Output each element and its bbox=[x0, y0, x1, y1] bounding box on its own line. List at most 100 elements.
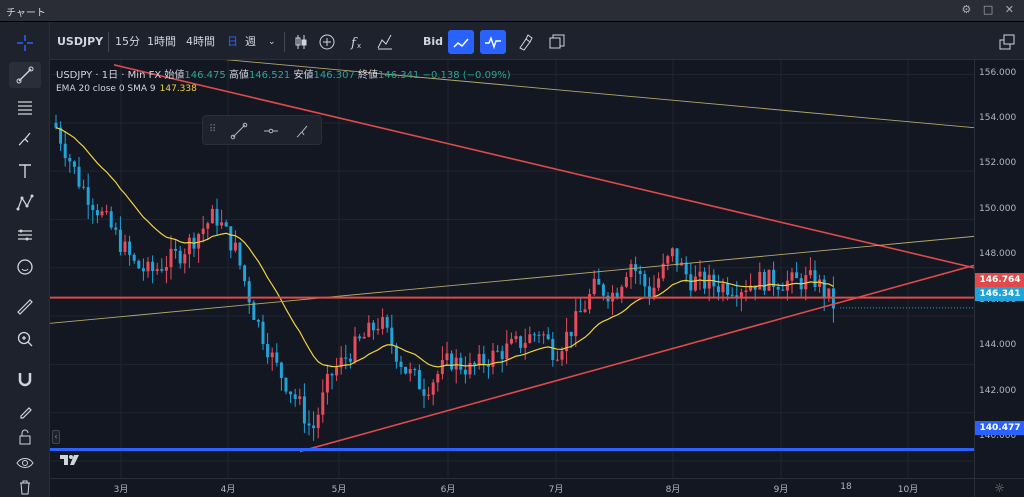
multi-window-icon[interactable] bbox=[994, 30, 1020, 54]
candle-body bbox=[532, 334, 536, 336]
time-scale[interactable]: 3月 4月 5月 6月 7月 8月 9月 18 10月 bbox=[50, 478, 974, 497]
legend-close: 146.341 bbox=[378, 70, 420, 81]
lock-draw-icon[interactable] bbox=[9, 398, 41, 424]
svg-text:x: x bbox=[357, 42, 361, 50]
line-tool-icon[interactable] bbox=[227, 120, 251, 142]
brush-tool-icon[interactable] bbox=[291, 120, 315, 142]
horizontal-ray-icon[interactable] bbox=[259, 120, 283, 142]
candle-body bbox=[316, 414, 320, 429]
candle-body bbox=[436, 373, 440, 383]
interval-1d[interactable]: 日 bbox=[227, 35, 238, 48]
layout-icon[interactable] bbox=[544, 30, 570, 54]
candle-body bbox=[224, 222, 228, 227]
templates-icon[interactable] bbox=[372, 30, 398, 54]
ruler-icon[interactable] bbox=[9, 294, 41, 320]
interval-1h[interactable]: 1時間 bbox=[147, 35, 176, 48]
candle-body bbox=[201, 228, 205, 235]
trend-chart-icon[interactable] bbox=[448, 30, 474, 54]
candle-body bbox=[82, 186, 86, 188]
crosshair-icon[interactable] bbox=[9, 30, 41, 56]
price-tick: 150.000 bbox=[979, 204, 1017, 214]
text-icon[interactable] bbox=[9, 158, 41, 184]
interval-15m[interactable]: 15分 bbox=[115, 35, 140, 48]
chart-canvas[interactable] bbox=[50, 60, 974, 478]
emoji-icon[interactable] bbox=[9, 254, 41, 280]
candle-body bbox=[477, 353, 481, 365]
candle-body bbox=[155, 269, 159, 272]
candle-body bbox=[362, 336, 366, 339]
candle-body bbox=[54, 122, 58, 128]
candle-body bbox=[537, 334, 541, 336]
candle-body bbox=[141, 268, 145, 272]
candle-body bbox=[298, 396, 302, 399]
scale-settings-icon[interactable]: ☼ bbox=[974, 478, 1024, 497]
candle-body bbox=[758, 271, 762, 290]
drag-handle-icon[interactable]: ⠿ bbox=[209, 124, 217, 135]
time-tick: 5月 bbox=[331, 485, 347, 495]
interval-1w[interactable]: 週 bbox=[245, 35, 256, 48]
ema-legend[interactable]: EMA 20 close 0 SMA 9 147.338 bbox=[56, 84, 197, 94]
forecast-icon[interactable] bbox=[9, 222, 41, 248]
magnet-icon[interactable] bbox=[9, 366, 41, 392]
eye-icon[interactable] bbox=[9, 450, 41, 476]
candle-body bbox=[417, 370, 421, 390]
candle-body bbox=[132, 254, 136, 261]
candle-body bbox=[348, 358, 352, 362]
candle-body bbox=[762, 271, 766, 291]
candle-body bbox=[431, 382, 435, 395]
candle-body bbox=[385, 317, 389, 328]
trendline-icon[interactable] bbox=[9, 62, 41, 88]
compare-icon[interactable] bbox=[314, 30, 340, 54]
candle-body bbox=[574, 311, 578, 337]
candle-body bbox=[776, 286, 780, 290]
zoom-icon[interactable] bbox=[9, 326, 41, 352]
candle-body bbox=[482, 353, 486, 365]
interval-dropdown-icon[interactable]: ⌄ bbox=[268, 37, 276, 47]
trash-icon[interactable] bbox=[9, 474, 41, 497]
candle-body bbox=[634, 264, 638, 271]
candle-body bbox=[233, 242, 237, 251]
interval-4h[interactable]: 4時間 bbox=[186, 35, 215, 48]
legend-high: 146.521 bbox=[248, 70, 291, 81]
collapse-toolbar-button[interactable]: ‹ bbox=[52, 430, 60, 444]
legend-low-label: 安値 bbox=[293, 70, 314, 81]
candle-body bbox=[624, 277, 628, 287]
window-controls[interactable]: ⚙ □ ✕ bbox=[961, 3, 1018, 16]
pulse-icon[interactable] bbox=[480, 30, 506, 54]
brush-icon[interactable] bbox=[9, 126, 41, 152]
chart-pane[interactable]: USDJPY · 1日 · Min FX 始値146.475 高値146.521… bbox=[50, 60, 974, 478]
candle-body bbox=[670, 248, 674, 257]
fib-icon[interactable] bbox=[9, 94, 41, 120]
candle-body bbox=[565, 331, 569, 352]
descending-trendline bbox=[113, 64, 974, 269]
svg-text:f: f bbox=[350, 36, 358, 51]
candle-body bbox=[109, 211, 113, 228]
candle-body bbox=[399, 361, 403, 367]
candle-body bbox=[781, 289, 785, 291]
price-scale[interactable]: 156.000 154.000 152.000 150.000 148.000 … bbox=[974, 60, 1024, 478]
candle-body bbox=[578, 311, 582, 313]
theme-brush-icon[interactable] bbox=[512, 30, 538, 54]
ascending-trendline bbox=[299, 264, 974, 453]
candle-body bbox=[523, 342, 527, 348]
candle-body bbox=[647, 286, 651, 299]
lock-icon[interactable] bbox=[9, 424, 41, 450]
candle-body bbox=[772, 269, 776, 287]
candle-body bbox=[422, 389, 426, 396]
candle-body bbox=[684, 262, 688, 275]
candle-body bbox=[91, 204, 95, 211]
candle-body bbox=[275, 352, 279, 363]
candle-body bbox=[353, 336, 357, 362]
symbol-button[interactable]: USDJPY bbox=[57, 35, 104, 48]
legend-open-label: 始値 bbox=[164, 70, 185, 81]
price-tick: 144.000 bbox=[979, 340, 1017, 350]
candles-icon[interactable] bbox=[288, 30, 314, 54]
bid-button[interactable]: Bid bbox=[423, 35, 444, 48]
channel-line-lower bbox=[50, 235, 974, 324]
legend-symbol: USDJPY · 1日 · Min FX bbox=[56, 70, 162, 81]
candle-body bbox=[59, 127, 63, 144]
candle-body bbox=[330, 373, 334, 376]
candle-body bbox=[716, 286, 720, 293]
pattern-icon[interactable] bbox=[9, 190, 41, 216]
